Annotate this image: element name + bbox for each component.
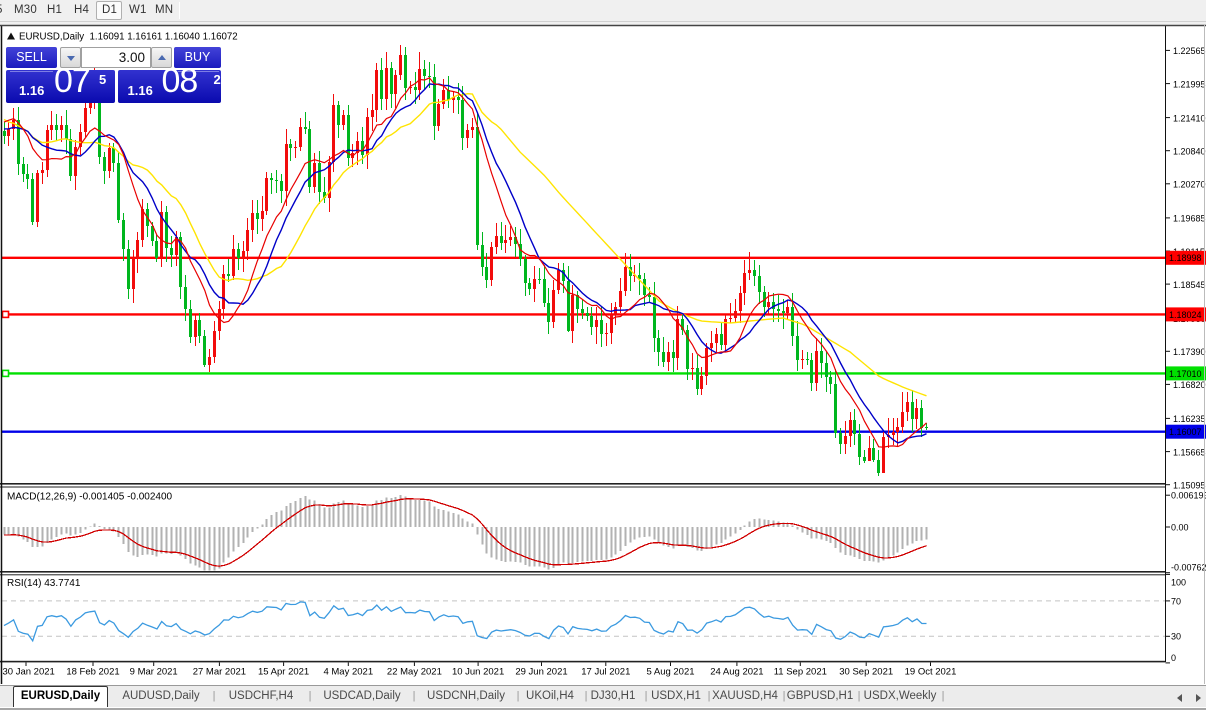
svg-text:0: 0: [1171, 653, 1176, 663]
svg-text:1.17010: 1.17010: [1169, 369, 1202, 379]
svg-text:-0.00762: -0.00762: [1171, 562, 1206, 572]
svg-text:0.00: 0.00: [1171, 522, 1189, 532]
svg-text:30 Jan 2021: 30 Jan 2021: [3, 667, 55, 678]
svg-text:10 Jun 2021: 10 Jun 2021: [452, 667, 504, 678]
svg-text:1.15665: 1.15665: [1173, 447, 1206, 457]
svg-text:1.18024: 1.18024: [1169, 310, 1202, 320]
svg-text:1.16007: 1.16007: [1169, 427, 1202, 437]
svg-text:1.17390: 1.17390: [1173, 347, 1206, 357]
svg-text:1.18545: 1.18545: [1173, 280, 1206, 290]
svg-text:18 Feb 2021: 18 Feb 2021: [66, 667, 119, 678]
svg-text:1.16820: 1.16820: [1173, 380, 1206, 390]
svg-text:100: 100: [1171, 578, 1186, 588]
svg-text:MACD(12,26,9) -0.001405 -0.002: MACD(12,26,9) -0.001405 -0.002400: [7, 492, 173, 503]
svg-text:19 Oct 2021: 19 Oct 2021: [905, 667, 957, 678]
svg-text:17 Jul 2021: 17 Jul 2021: [581, 667, 630, 678]
svg-text:30: 30: [1171, 632, 1181, 642]
svg-text:9 Mar 2021: 9 Mar 2021: [130, 667, 178, 678]
svg-text:1.22565: 1.22565: [1173, 46, 1206, 56]
svg-text:22 May 2021: 22 May 2021: [387, 667, 442, 678]
svg-text:1.15095: 1.15095: [1173, 481, 1206, 491]
svg-text:1.21410: 1.21410: [1173, 113, 1206, 123]
svg-text:4 May 2021: 4 May 2021: [323, 667, 373, 678]
svg-text:1.18998: 1.18998: [1169, 253, 1202, 263]
svg-text:RSI(14) 43.7741: RSI(14) 43.7741: [7, 578, 81, 589]
svg-text:1.19685: 1.19685: [1173, 214, 1206, 224]
svg-text:27 Mar 2021: 27 Mar 2021: [193, 667, 246, 678]
svg-text:70: 70: [1171, 596, 1181, 606]
svg-text:5 Aug 2021: 5 Aug 2021: [646, 667, 694, 678]
svg-text:EURUSD,Daily 1.16091 1.16161: EURUSD,Daily 1.16091 1.16161 1.16040 1.1…: [19, 32, 238, 43]
svg-text:15 Apr 2021: 15 Apr 2021: [258, 667, 309, 678]
svg-text:1.20840: 1.20840: [1173, 147, 1206, 157]
svg-text:1.16235: 1.16235: [1173, 414, 1206, 424]
svg-text:1.21995: 1.21995: [1173, 79, 1206, 89]
svg-text:30 Sep 2021: 30 Sep 2021: [839, 667, 893, 678]
svg-text:1.20270: 1.20270: [1173, 180, 1206, 190]
svg-text:11 Sep 2021: 11 Sep 2021: [774, 667, 827, 678]
svg-text:29 Jun 2021: 29 Jun 2021: [515, 667, 567, 678]
svg-text:0.006193: 0.006193: [1171, 491, 1206, 501]
svg-text:24 Aug 2021: 24 Aug 2021: [710, 667, 763, 678]
